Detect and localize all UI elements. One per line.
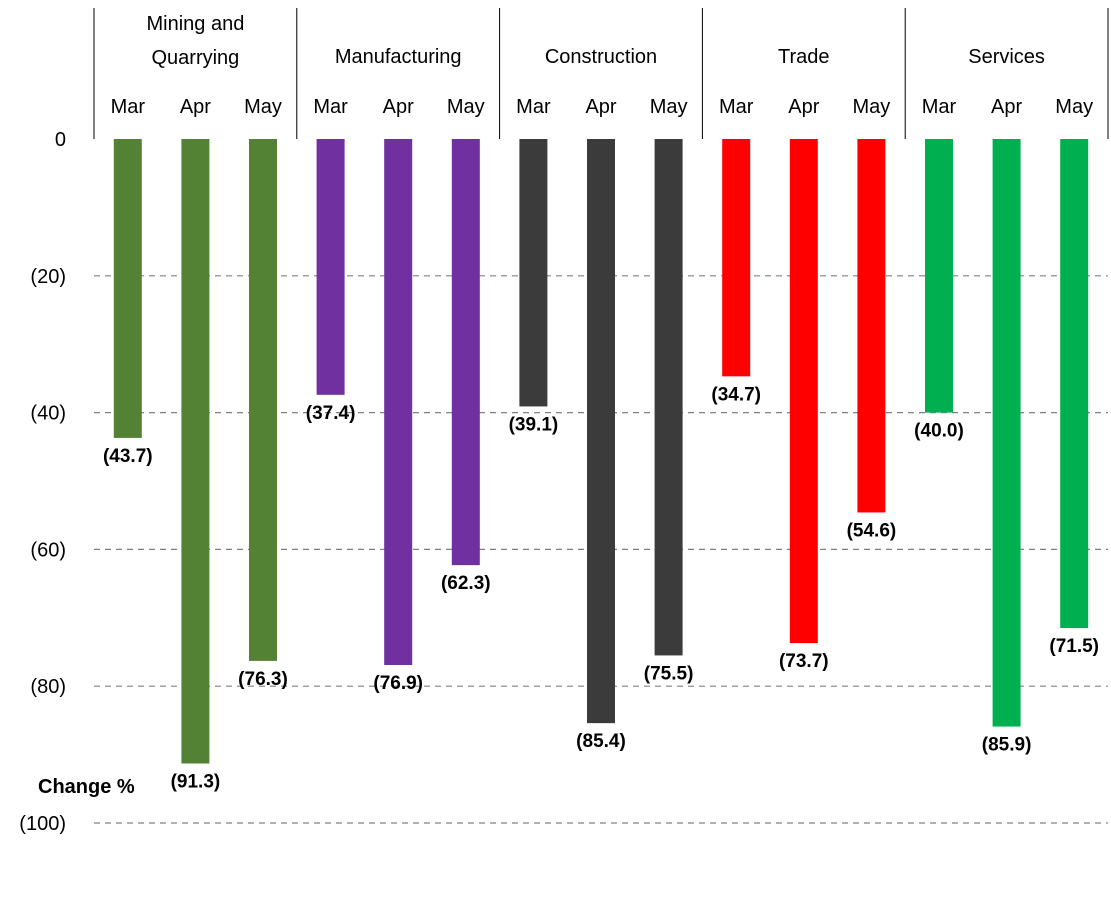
bar <box>316 139 345 395</box>
bar <box>587 139 615 724</box>
bar <box>181 139 210 764</box>
bar <box>789 139 818 644</box>
month-label: Mar <box>719 96 754 118</box>
month-label: May <box>1055 96 1093 118</box>
month-label: Mar <box>313 96 348 118</box>
data-label: (73.7) <box>779 651 829 672</box>
month-label: May <box>244 96 282 118</box>
data-label: (75.5) <box>644 663 694 684</box>
y-tick-label: (20) <box>30 266 66 288</box>
bar <box>654 139 683 656</box>
month-label: Mar <box>111 96 146 118</box>
data-label: (85.9) <box>982 735 1032 756</box>
group-label: Mining and <box>146 13 244 35</box>
bar <box>519 139 548 407</box>
bar <box>1060 139 1089 629</box>
month-label: May <box>447 96 485 118</box>
month-label: Apr <box>585 96 616 118</box>
group-label: Services <box>968 46 1045 68</box>
y-tick-label: (80) <box>30 676 66 698</box>
bar <box>722 139 751 377</box>
group-label: Trade <box>778 46 830 68</box>
data-label: (54.6) <box>847 520 897 541</box>
y-tick-label: (40) <box>30 403 66 425</box>
month-label: Apr <box>383 96 414 118</box>
y-axis-title: Change % <box>38 776 135 798</box>
bar <box>384 139 413 665</box>
month-label: Apr <box>991 96 1022 118</box>
month-label: May <box>853 96 891 118</box>
data-label: (62.3) <box>441 573 491 594</box>
month-label: Apr <box>788 96 819 118</box>
data-label: (34.7) <box>711 384 761 405</box>
data-label: (76.9) <box>373 673 423 694</box>
data-label: (71.5) <box>1049 636 1099 657</box>
month-label: May <box>650 96 688 118</box>
data-label: (40.0) <box>914 421 964 442</box>
data-label: (85.4) <box>576 731 626 752</box>
data-label: (39.1) <box>509 414 559 435</box>
data-labels: (43.7) (91.3) (76.3) (37.4) (76.9) (62.3) (39.… <box>103 384 1099 792</box>
group-label: Construction <box>545 46 657 68</box>
y-tick-label: (60) <box>30 539 66 561</box>
bar <box>925 139 953 413</box>
data-label: (43.7) <box>103 446 153 467</box>
group-label: Manufacturing <box>335 46 462 68</box>
y-tick-label: 0 <box>55 129 66 151</box>
y-tick-label: (100) <box>19 813 66 835</box>
data-label: (37.4) <box>306 403 356 424</box>
month-label: Mar <box>516 96 551 118</box>
bars <box>113 139 1089 764</box>
bar <box>857 139 886 513</box>
data-label: (76.3) <box>238 669 288 690</box>
bar <box>451 139 480 566</box>
data-label: (91.3) <box>171 771 221 792</box>
y-axis-ticks: 0 (20) (40) (60) (80) (100) <box>19 129 66 835</box>
bar <box>249 139 277 661</box>
month-label: Mar <box>922 96 957 118</box>
month-label: Apr <box>180 96 211 118</box>
bar <box>992 139 1021 727</box>
bar <box>113 139 142 438</box>
group-label: Quarrying <box>151 47 239 69</box>
category-header: Mining and Quarrying Mar Apr May Manufacturin… <box>93 8 1109 139</box>
